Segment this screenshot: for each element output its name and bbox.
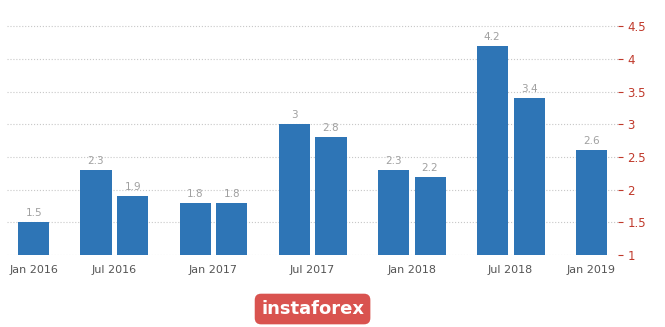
Text: 2.3: 2.3 <box>88 156 104 166</box>
Text: 2.2: 2.2 <box>422 163 438 173</box>
Bar <box>414 177 446 320</box>
Bar <box>80 170 112 320</box>
Bar <box>279 124 310 320</box>
Bar <box>216 203 247 320</box>
Bar <box>513 98 545 320</box>
Bar <box>477 46 508 320</box>
Text: 2.6: 2.6 <box>583 136 600 146</box>
Text: 2.8: 2.8 <box>323 123 339 133</box>
Bar <box>117 196 148 320</box>
Text: instaforex: instaforex <box>261 300 364 318</box>
Text: 2.3: 2.3 <box>385 156 402 166</box>
Text: 3: 3 <box>291 110 297 120</box>
Text: 4.2: 4.2 <box>484 32 501 42</box>
Text: 3.4: 3.4 <box>521 84 537 94</box>
Text: 1.9: 1.9 <box>124 182 141 192</box>
Bar <box>576 150 606 320</box>
Text: 1.8: 1.8 <box>187 189 203 199</box>
Text: 1.5: 1.5 <box>25 208 42 218</box>
Bar <box>315 137 346 320</box>
Bar <box>19 222 49 320</box>
Text: 1.8: 1.8 <box>223 189 240 199</box>
Bar <box>378 170 409 320</box>
Bar <box>180 203 211 320</box>
